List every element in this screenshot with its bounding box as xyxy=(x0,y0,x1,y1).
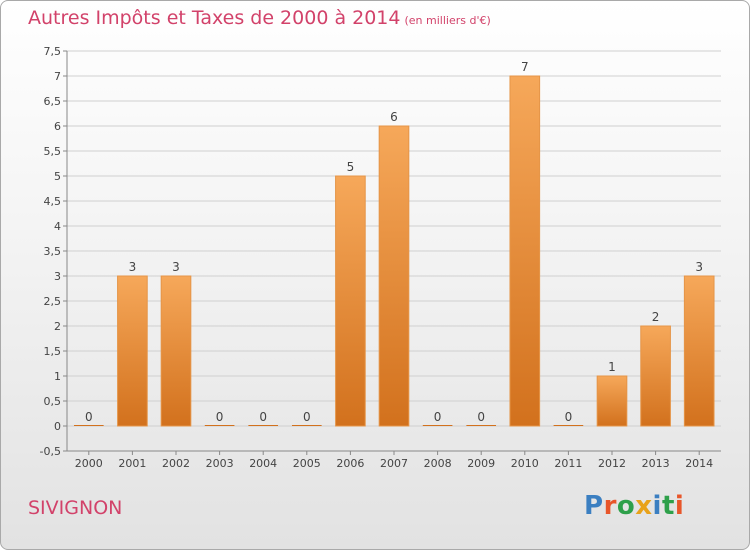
logo-letter: i xyxy=(652,491,662,521)
x-tick-label: 2002 xyxy=(162,457,190,470)
logo-letter: i xyxy=(674,491,685,521)
x-tick-label: 2011 xyxy=(554,457,582,470)
bar xyxy=(335,175,366,427)
x-tick-label: 2008 xyxy=(424,457,452,470)
chart-title-main: Autres Impôts et Taxes de 2000 à 2014 xyxy=(28,7,401,29)
logo-letter: r xyxy=(603,491,617,521)
data-label: 2 xyxy=(652,310,660,324)
bar xyxy=(378,125,410,427)
y-tick-label: -0,5 xyxy=(40,445,61,458)
y-tick-label: 4 xyxy=(54,220,61,233)
data-label: 7 xyxy=(521,60,529,74)
commune-name: SIVIGNON xyxy=(28,497,123,519)
y-tick-label: 4,5 xyxy=(44,195,62,208)
y-tick-label: 2,5 xyxy=(44,295,62,308)
y-tick-label: 3 xyxy=(54,270,61,283)
x-tick-label: 2007 xyxy=(380,457,408,470)
data-label: 0 xyxy=(565,410,573,424)
y-tick-label: 5,5 xyxy=(44,145,62,158)
y-tick-label: 3,5 xyxy=(44,245,62,258)
data-label: 0 xyxy=(303,410,311,424)
x-tick-label: 2006 xyxy=(336,457,364,470)
bar xyxy=(291,425,322,426)
bar xyxy=(683,275,715,427)
logo-letter: x xyxy=(635,491,653,521)
y-tick-label: 5 xyxy=(54,170,61,183)
y-tick-label: 7,5 xyxy=(44,45,62,58)
chart-title-unit: (en milliers d'€) xyxy=(404,14,491,27)
chart-title: Autres Impôts et Taxes de 2000 à 2014 (en… xyxy=(28,7,491,29)
bar xyxy=(509,75,541,427)
bar xyxy=(466,425,497,426)
y-tick-label: 7 xyxy=(54,70,61,83)
data-label: 0 xyxy=(216,410,224,424)
bar xyxy=(160,275,192,427)
logo-letter: t xyxy=(661,491,675,521)
x-tick-label: 2014 xyxy=(685,457,713,470)
data-label: 0 xyxy=(259,410,267,424)
data-label: 0 xyxy=(477,410,485,424)
x-tick-label: 2000 xyxy=(75,457,103,470)
data-label: 0 xyxy=(85,410,93,424)
logo-letter: o xyxy=(616,491,636,521)
y-tick-label: 1 xyxy=(54,370,61,383)
logo-letter: P xyxy=(584,491,604,521)
y-tick-label: 0,5 xyxy=(44,395,62,408)
x-tick-label: 2012 xyxy=(598,457,626,470)
bar xyxy=(204,425,235,426)
bar xyxy=(640,325,671,427)
data-label: 1 xyxy=(608,360,616,374)
x-tick-label: 2005 xyxy=(293,457,321,470)
y-tick-label: 0 xyxy=(54,420,61,433)
bar xyxy=(553,425,584,426)
bar xyxy=(596,375,628,427)
x-tick-label: 2013 xyxy=(642,457,670,470)
x-tick-label: 2001 xyxy=(118,457,146,470)
data-label: 5 xyxy=(347,160,355,174)
data-label: 6 xyxy=(390,110,398,124)
y-tick-label: 6 xyxy=(54,120,61,133)
data-label: 3 xyxy=(129,260,137,274)
x-tick-label: 2004 xyxy=(249,457,277,470)
data-label: 0 xyxy=(434,410,442,424)
bar xyxy=(248,425,279,426)
bar xyxy=(422,425,453,426)
proxiti-logo: Proxiti xyxy=(584,491,684,521)
x-tick-label: 2010 xyxy=(511,457,539,470)
y-tick-label: 1,5 xyxy=(44,345,62,358)
bar xyxy=(73,425,104,426)
bar xyxy=(117,275,148,427)
data-label: 3 xyxy=(172,260,180,274)
y-tick-label: 6,5 xyxy=(44,95,62,108)
y-tick-label: 2 xyxy=(54,320,61,333)
x-tick-label: 2009 xyxy=(467,457,495,470)
x-tick-label: 2003 xyxy=(206,457,234,470)
data-label: 3 xyxy=(695,260,703,274)
